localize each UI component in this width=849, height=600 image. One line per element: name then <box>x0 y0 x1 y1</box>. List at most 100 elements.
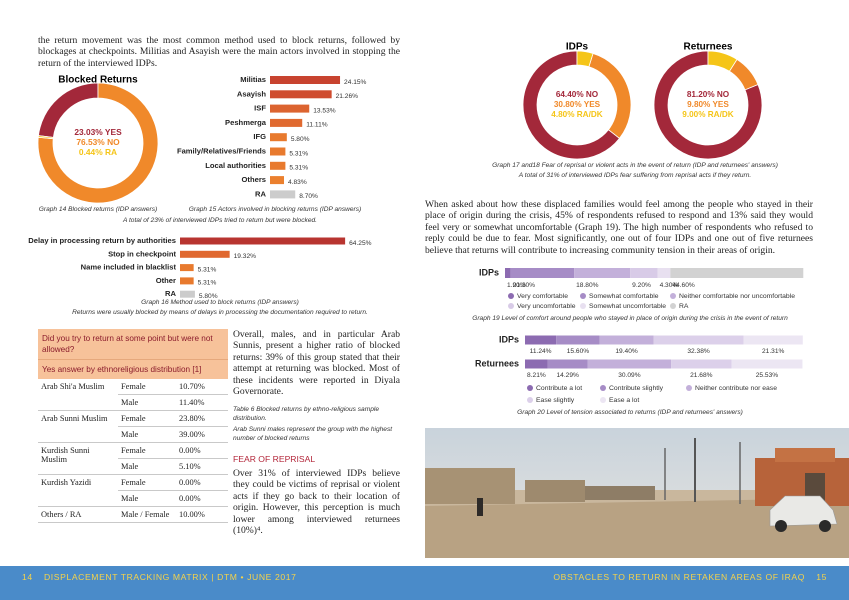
donut-label: 76.53% NO <box>76 137 120 147</box>
bar-value: 5.80% <box>199 293 218 300</box>
stack-value: 1.90% <box>507 282 526 289</box>
stack-segment <box>547 359 588 369</box>
bar-value: 8.70% <box>299 193 318 200</box>
stack-segment <box>653 335 744 345</box>
table-sex: Male <box>118 458 176 475</box>
legend-swatch <box>527 385 533 391</box>
graph17-18-summary: A total of 31% of interviewed IDPs fear … <box>518 172 752 179</box>
table-6: Did you try to return at some point but … <box>38 329 228 523</box>
table-sex: Male <box>118 490 176 507</box>
footer-left-text: DISPLACEMENT TRACKING MATRIX | DTM • JUN… <box>44 572 297 582</box>
bar <box>270 176 285 185</box>
bar-category: RA <box>255 189 266 198</box>
bar-value: 5.31% <box>289 165 308 172</box>
bar <box>180 290 195 298</box>
stack-segment <box>731 359 803 369</box>
graph14-title: Blocked Returns <box>58 75 138 86</box>
donut-label: 23.03% YES <box>74 127 122 137</box>
fear-heading: FEAR OF REPRISAL <box>233 454 316 464</box>
table-group: Arab Shi'a Muslim <box>38 379 118 411</box>
bar-category: Militias <box>240 75 266 84</box>
graph16-caption: Graph 16 Method used to block returns (I… <box>141 299 299 306</box>
donut-slice <box>707 50 738 72</box>
table-note: Arab Sunni males represent the group wit… <box>233 426 393 442</box>
table-value: 0.00% <box>176 474 228 491</box>
stack-value: 9.20% <box>632 282 651 289</box>
stack-segment <box>587 359 672 369</box>
donut-title: Returnees <box>684 42 733 53</box>
graph17-18-caption: Graph 17 and18 Fear of reprisal or viole… <box>492 162 778 169</box>
table-value: 10.00% <box>176 506 228 523</box>
stack-value: 4.30% <box>660 282 679 289</box>
legend-label: Somewhat uncomfortable <box>589 303 666 310</box>
bar-value: 5.31% <box>198 266 217 273</box>
graph20-caption: Graph 20 Level of tension associated to … <box>517 409 743 416</box>
stack-segment <box>671 359 732 369</box>
bar-value: 4.83% <box>288 179 307 186</box>
donut-label: 64.40% NO <box>556 90 599 99</box>
table-caption: Table 6 Blocked returns by ethno-religio… <box>233 406 379 422</box>
legend-label: Neither comfortable nor uncomfortable <box>679 293 795 300</box>
table-value: 0.00% <box>176 490 228 507</box>
stack-value: 21.68% <box>690 372 713 379</box>
bar-value: 21.26% <box>336 93 359 100</box>
table-header: Did you try to return at some point but … <box>38 329 228 359</box>
table-row: Arab Sunni Muslim Female 23.80% <box>38 410 228 443</box>
legend-label: Somewhat comfortable <box>589 293 659 300</box>
table-group: Arab Sunni Muslim <box>38 410 118 443</box>
donut-slice <box>37 135 54 140</box>
bar <box>270 118 303 127</box>
footer-band <box>0 566 849 600</box>
table-row: Arab Shi'a Muslim Female 10.70% <box>38 379 228 411</box>
bar-value: 64.25% <box>349 240 372 247</box>
legend-label: Very uncomfortable <box>517 303 576 310</box>
stack-value: 30.09% <box>618 372 641 379</box>
table-row: Others / RA Male / Female 10.00% <box>38 506 228 523</box>
legend-swatch <box>508 303 514 309</box>
stack-segment <box>657 268 671 278</box>
bar <box>180 264 194 272</box>
stack-value: 44.60% <box>672 282 695 289</box>
bar-value: 5.31% <box>289 150 308 157</box>
bar <box>180 237 346 245</box>
stack-segment <box>630 268 658 278</box>
graph14-caption: Graph 14 Blocked returns (IDP answers) <box>38 206 158 213</box>
table-group: Kurdish Sunni Muslim <box>38 442 118 475</box>
donut-slice <box>522 50 621 160</box>
bar-value: 19.32% <box>234 253 257 260</box>
stack-value: 25.53% <box>756 372 779 379</box>
table-row: Male 39.00% <box>38 426 228 443</box>
legend-label: Neither contribute nor ease <box>695 385 777 392</box>
stack-segment <box>599 335 654 345</box>
stack-category: Returnees <box>475 358 519 368</box>
bar <box>270 76 341 84</box>
stack-segment <box>670 268 804 278</box>
graph19-caption: Graph 19 Level of comfort around people … <box>472 315 788 322</box>
stack-value: 21.31% <box>762 348 785 355</box>
bar-value: 11.11% <box>306 122 328 129</box>
graph16-summary: Returns were usually blocked by means of… <box>72 309 368 316</box>
bar-category: Peshmerga <box>225 118 267 127</box>
bar-value: 5.31% <box>198 280 217 287</box>
table-sex: Female <box>118 474 176 491</box>
bar-category: Asayish <box>237 89 266 98</box>
table-group: Kurdish Yazidi <box>38 474 118 507</box>
table-row: Male 11.40% <box>38 394 228 411</box>
legend-swatch <box>600 385 606 391</box>
legend-swatch <box>686 385 692 391</box>
intro-text: the return movement was the most common … <box>38 35 400 69</box>
fear-text: Over 31% of interviewed IDPs believe the… <box>233 468 400 537</box>
bar-value: 5.80% <box>291 136 310 143</box>
bar-category: IFG <box>253 132 266 141</box>
stack-value: 14.29% <box>556 372 579 379</box>
donut-slice <box>576 50 594 68</box>
bar-category: ISF <box>254 104 266 113</box>
stack-segment <box>510 268 575 278</box>
photo <box>425 428 849 558</box>
bar-category: Others <box>242 175 266 184</box>
table-row: Kurdish Sunni Muslim Female 0.00% <box>38 442 228 475</box>
legend-swatch <box>580 293 586 299</box>
footer-page-left: 14 <box>22 572 33 582</box>
table-row: Kurdish Yazidi Female 0.00% <box>38 474 228 507</box>
